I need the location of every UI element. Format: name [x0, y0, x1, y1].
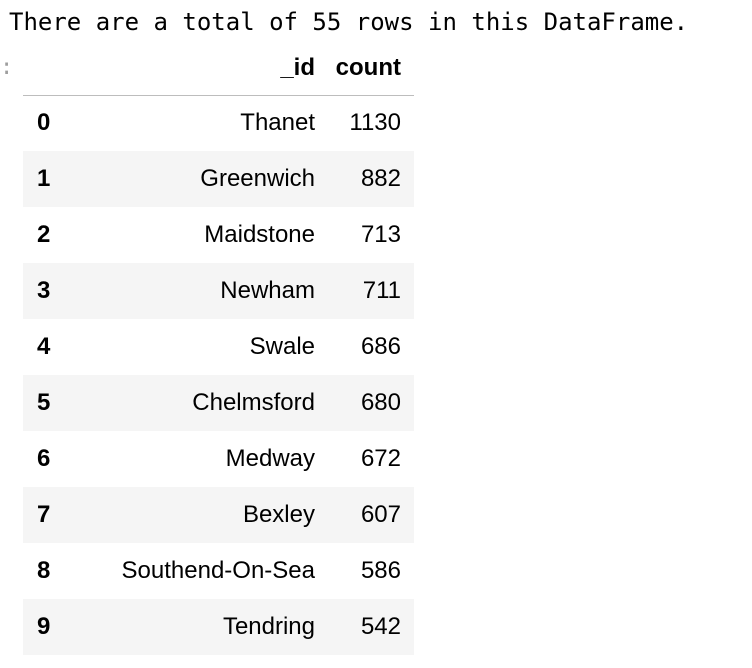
- cell-id: Chelmsford: [192, 389, 315, 416]
- table-row: 7 Bexley 607: [23, 487, 414, 543]
- row-index: 1: [37, 165, 51, 192]
- table-row: 9 Tendring 542: [23, 599, 414, 655]
- stdout-text: There are a total of 55 rows in this Dat…: [9, 8, 689, 36]
- cell-id: Bexley: [242, 501, 315, 528]
- cell-id: Newham: [220, 277, 315, 304]
- cell-count: 542: [360, 613, 401, 640]
- cell-count: 680: [360, 389, 401, 416]
- row-index: 2: [37, 221, 51, 248]
- row-index: 4: [37, 333, 51, 360]
- cell-count: 686: [360, 333, 401, 360]
- cell-id: Thanet: [240, 109, 315, 137]
- table-row: 6 Medway 672: [23, 431, 414, 487]
- index-header: [23, 41, 80, 96]
- column-header-id: _id: [80, 41, 328, 96]
- table-row: 8 Southend-On-Sea 586: [23, 543, 414, 599]
- table-row: 4 Swale 686: [23, 319, 414, 375]
- cell-count: 1130: [349, 109, 401, 137]
- cell-count: 586: [360, 557, 401, 584]
- dataframe-table: _id count 0 Thanet 1130 1 Greenwich 882 …: [23, 41, 414, 655]
- row-index: 6: [37, 445, 51, 472]
- column-header-count: count: [328, 41, 414, 96]
- row-index: 9: [37, 613, 51, 640]
- row-index: 7: [37, 501, 51, 528]
- cell-id: Southend-On-Sea: [121, 557, 315, 584]
- row-index: 3: [37, 277, 51, 304]
- table-row: 0 Thanet 1130: [23, 95, 414, 151]
- table-row: 5 Chelmsford 680: [23, 375, 414, 431]
- cell-count: 713: [360, 221, 401, 248]
- row-index: 0: [37, 109, 51, 137]
- cell-id: Medway: [225, 445, 315, 472]
- cell-count: 607: [360, 501, 401, 528]
- row-index: 8: [37, 557, 51, 584]
- cell-count: 711: [362, 277, 401, 304]
- table-row: 3 Newham 711: [23, 263, 414, 319]
- cell-id: Tendring: [222, 613, 315, 640]
- cell-count: 882: [360, 165, 401, 192]
- cell-id: Maidstone: [204, 221, 315, 248]
- table-row: 1 Greenwich 882: [23, 151, 414, 207]
- cell-count: 672: [360, 445, 401, 472]
- cell-id: Swale: [249, 333, 315, 360]
- table-header-row: _id count: [23, 41, 414, 96]
- row-index: 5: [37, 389, 51, 416]
- output-prompt: :: [0, 55, 14, 80]
- cell-id: Greenwich: [200, 165, 315, 192]
- table-row: 2 Maidstone 713: [23, 207, 414, 263]
